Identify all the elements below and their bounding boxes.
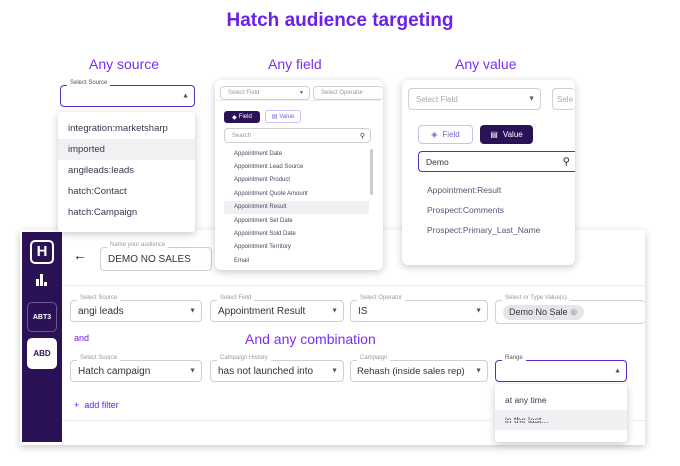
value-panel: Select Field ▼ Sele ◈ Field ▤ Value Demo ⚲ A… bbox=[402, 80, 575, 265]
row1-field-select[interactable]: Select Field Appointment Result ▼ bbox=[210, 295, 344, 322]
field-option[interactable]: Appointment Sold Date bbox=[234, 231, 296, 238]
search-icon: ⚲ bbox=[359, 132, 365, 140]
range-select[interactable]: Range ▲ bbox=[495, 355, 627, 382]
caption-any-value: Any value bbox=[455, 56, 517, 72]
field-option[interactable]: Appointment Set Date bbox=[234, 217, 293, 224]
select-operator-input[interactable]: Sele bbox=[552, 88, 575, 110]
bar-chart-icon[interactable] bbox=[36, 274, 48, 286]
scrollbar[interactable] bbox=[370, 149, 373, 195]
tab-field[interactable]: ◈ Field bbox=[418, 125, 473, 144]
field-search-input[interactable]: Search ⚲ bbox=[224, 128, 371, 143]
range-dropdown: at any time in the last... bbox=[495, 384, 627, 442]
source-option[interactable]: hatch:Contact bbox=[68, 186, 127, 197]
back-arrow-icon[interactable]: ← bbox=[73, 247, 87, 263]
caret-down-icon: ▼ bbox=[475, 367, 482, 375]
value-chip: Demo No Sale ⊗ bbox=[503, 304, 584, 320]
select-field-input[interactable]: Select Field ▼ bbox=[408, 88, 541, 110]
audience-name-input[interactable]: Name your audience DEMO NO SALES bbox=[100, 242, 212, 271]
select-field-input[interactable]: Select Field ▼ bbox=[220, 86, 310, 100]
caret-up-icon: ▲ bbox=[182, 92, 189, 100]
sidebar-item-abd[interactable]: ABD bbox=[27, 338, 57, 369]
field-option[interactable]: Appointment Product bbox=[234, 177, 291, 184]
source-dropdown: integration:marketsharp imported angilea… bbox=[58, 112, 195, 232]
field-panel: Select Field ▼ Select Operator ◆ Field ▤ Va… bbox=[215, 80, 383, 270]
field-option[interactable]: Appointment Territory bbox=[234, 244, 291, 251]
chip-remove-icon[interactable]: ⊗ bbox=[570, 306, 578, 317]
tab-value[interactable]: ▤ Value bbox=[265, 110, 301, 123]
search-icon: ⚲ bbox=[562, 156, 570, 167]
document-icon: ▤ bbox=[490, 130, 498, 139]
divider bbox=[62, 420, 645, 421]
row1-value-select[interactable]: Select or Type Value(s) Demo No Sale ⊗ bbox=[495, 295, 645, 324]
value-option[interactable]: Prospect:Comments bbox=[427, 205, 504, 215]
caret-down-icon: ▼ bbox=[189, 307, 196, 315]
row1-operator-select[interactable]: Select Operator IS ▼ bbox=[350, 295, 488, 322]
add-filter-button[interactable]: + add filter bbox=[74, 400, 119, 410]
divider bbox=[62, 285, 645, 286]
source-option[interactable]: angileads:leads bbox=[68, 165, 135, 176]
row2-source-select[interactable]: Select Source Hatch campaign ▼ bbox=[70, 355, 202, 382]
plus-icon: + bbox=[74, 400, 80, 410]
value-search-input[interactable]: Demo ⚲ bbox=[418, 151, 575, 172]
source-select[interactable]: Select Source ▲ bbox=[60, 80, 195, 107]
caret-down-icon: ▼ bbox=[331, 307, 338, 315]
tab-field[interactable]: ◆ Field bbox=[224, 111, 260, 123]
field-option[interactable]: Email bbox=[234, 257, 250, 264]
range-option[interactable]: at any time bbox=[505, 395, 547, 405]
field-option[interactable]: Appointment Quote Amount bbox=[234, 190, 308, 197]
caption-any-field: Any field bbox=[268, 56, 322, 72]
campaign-history-select[interactable]: Campaign History has not launched into ▼ bbox=[210, 355, 344, 382]
layers-icon: ◈ bbox=[431, 130, 438, 139]
document-icon: ▤ bbox=[271, 114, 278, 120]
caption-any-source: Any source bbox=[89, 56, 160, 72]
select-operator-input[interactable]: Select Operator bbox=[313, 86, 383, 100]
sidebar: H ABT3 ABD bbox=[22, 232, 62, 442]
field-list: Appointment Date Appointment Lead Source… bbox=[224, 147, 369, 268]
sidebar-item-abt3[interactable]: ABT3 bbox=[27, 302, 57, 332]
caret-down-icon: ▼ bbox=[475, 307, 482, 315]
value-list: Appointment:Result Prospect:Comments Pro… bbox=[427, 180, 540, 240]
caption-any-combination: And any combination bbox=[245, 331, 376, 347]
value-option[interactable]: Appointment:Result bbox=[427, 185, 502, 195]
row1-source-select[interactable]: Select Source angi leads ▼ bbox=[70, 295, 202, 322]
source-option[interactable]: hatch:Campaign bbox=[68, 207, 138, 218]
field-option[interactable]: Appointment Date bbox=[234, 150, 283, 157]
and-label: and bbox=[74, 333, 90, 343]
hatch-logo-icon[interactable]: H bbox=[30, 240, 54, 264]
source-option[interactable]: imported bbox=[58, 139, 195, 160]
page-title: Hatch audience targeting bbox=[226, 10, 454, 31]
caret-down-icon: ▼ bbox=[331, 367, 338, 375]
tag-icon: ◆ bbox=[232, 114, 237, 121]
campaign-select[interactable]: Campaign Rehash (inside sales rep) ▼ bbox=[350, 355, 488, 382]
field-option[interactable]: Appointment Result bbox=[224, 200, 369, 214]
caret-up-icon: ▲ bbox=[614, 367, 621, 375]
field-option[interactable]: Appointment Lead Source bbox=[234, 164, 304, 171]
tab-value[interactable]: ▤ Value bbox=[480, 125, 533, 144]
caret-down-icon: ▼ bbox=[189, 367, 196, 375]
value-option[interactable]: Prospect:Primary_Last_Name bbox=[427, 225, 541, 235]
source-option[interactable]: integration:marketsharp bbox=[68, 123, 168, 134]
